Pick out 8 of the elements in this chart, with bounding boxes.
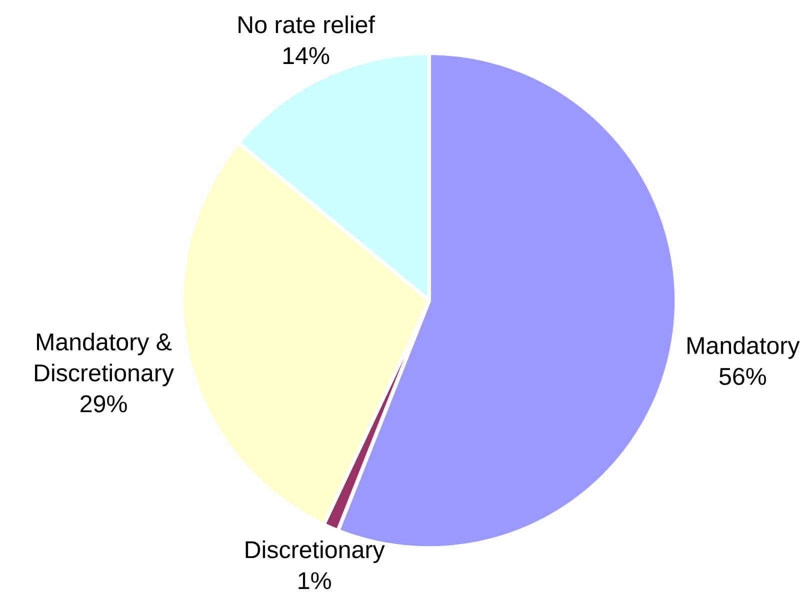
slice-label: Mandatory bbox=[688, 336, 800, 359]
data-label: 56% bbox=[719, 368, 766, 385]
slice-label: Mandatory & Discretionary bbox=[35, 332, 174, 386]
data-label: 14% bbox=[283, 47, 330, 64]
data-label: 29% bbox=[80, 395, 127, 412]
data-label: 1% bbox=[298, 572, 331, 589]
slice-label: No rate relief bbox=[238, 15, 375, 34]
slice-label: Discretionary bbox=[246, 540, 385, 563]
